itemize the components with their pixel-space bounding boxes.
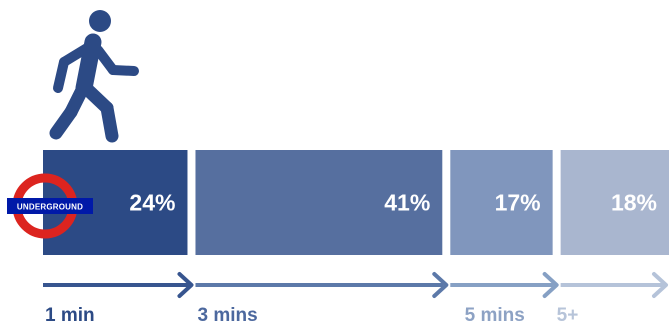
bar-segment-2 bbox=[195, 150, 443, 255]
arrow-head-2 bbox=[432, 272, 449, 298]
axis-label-2: 3 mins bbox=[197, 305, 257, 326]
arrow-head-1 bbox=[177, 272, 194, 298]
data-label-2: 41% bbox=[384, 190, 430, 216]
bar-segment-3 bbox=[450, 150, 553, 255]
walking-person-icon bbox=[49, 10, 139, 143]
logo-text: UNDERGROUND bbox=[17, 203, 83, 212]
axis-label-3: 5 mins bbox=[465, 305, 525, 326]
bar-segment-4 bbox=[560, 150, 669, 255]
data-label-4: 18% bbox=[611, 190, 657, 216]
data-label-3: 17% bbox=[495, 190, 541, 216]
axis-label-1: 1 min bbox=[45, 305, 95, 326]
axis-label-4: 5+ bbox=[557, 305, 579, 326]
arrow-head-4 bbox=[652, 272, 668, 298]
data-label-1: 24% bbox=[129, 190, 175, 216]
arrow-head-3 bbox=[542, 272, 559, 298]
underground-roundel-logo: UNDERGROUND bbox=[7, 173, 93, 239]
